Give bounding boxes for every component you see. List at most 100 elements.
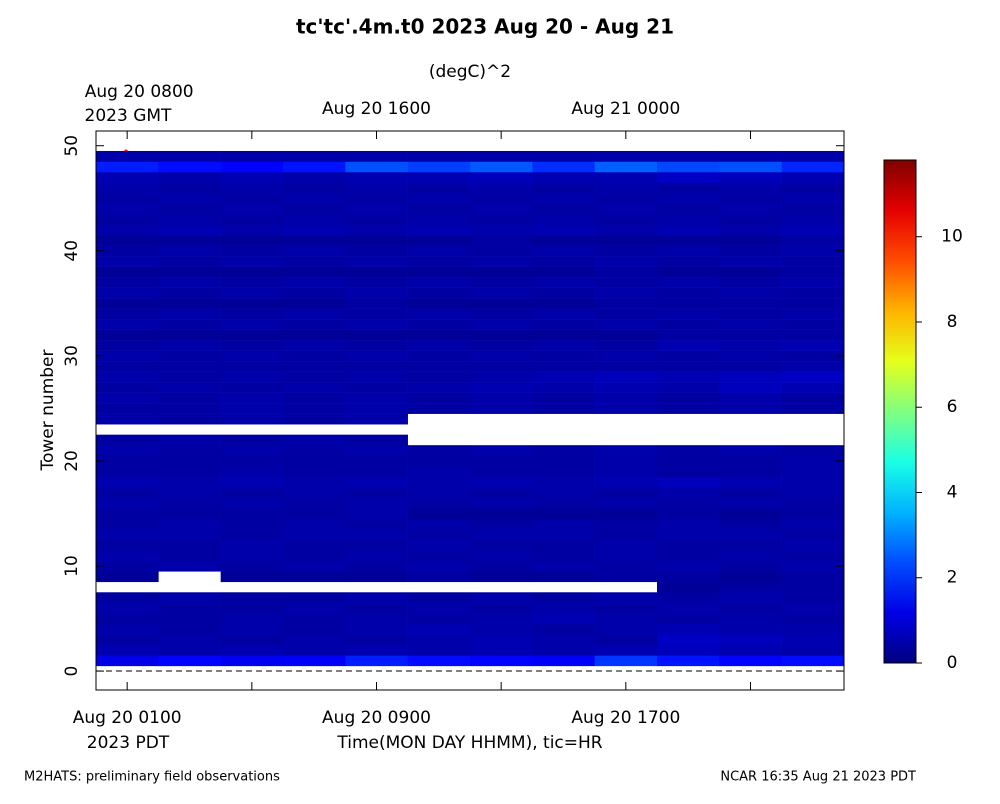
heatmap-cell: [532, 161, 595, 173]
chart-title: tc'tc'.4m.t0 2023 Aug 20 - Aug 21: [296, 15, 674, 39]
heatmap-cell: [96, 245, 159, 257]
heatmap-cell: [345, 150, 408, 162]
heatmap-cell: [594, 529, 658, 541]
heatmap-cell: [220, 256, 284, 267]
heatmap-cell: [470, 182, 533, 194]
heatmap-cell: [470, 277, 533, 288]
heatmap-cell: [781, 455, 845, 467]
heatmap-cell: [220, 466, 284, 477]
heatmap-cell: [220, 245, 284, 257]
heatmap-cell: [158, 613, 221, 625]
heatmap-cell: [158, 592, 221, 604]
heatmap-cell: [345, 445, 408, 456]
heatmap-cell: [283, 623, 346, 635]
heatmap-cell: [158, 508, 221, 520]
heatmap-cell: [220, 623, 284, 635]
heatmap-cell: [532, 192, 595, 204]
heatmap-cell: [283, 161, 346, 173]
heatmap-cell: [719, 182, 782, 194]
heatmap-cell: [407, 655, 471, 667]
heatmap-cell: [657, 476, 720, 488]
heatmap-cell: [345, 497, 408, 509]
heatmap-cell: [96, 382, 159, 393]
heatmap-cell: [345, 256, 408, 267]
heatmap-cell: [345, 371, 408, 383]
heatmap-cell: [594, 382, 658, 393]
heatmap-cell: [719, 235, 782, 246]
heatmap-cell: [220, 329, 284, 341]
heatmap-cell: [283, 203, 346, 215]
heatmap-cell: [96, 634, 159, 646]
heatmap-cell: [719, 560, 782, 572]
heatmap-cell: [158, 350, 221, 362]
heatmap-cell: [781, 550, 845, 562]
heatmap-cell: [719, 455, 782, 467]
heatmap-cell: [657, 182, 720, 194]
heatmap-cell: [781, 171, 845, 183]
heatmap-cell: [657, 245, 720, 257]
heatmap-cell: [594, 592, 658, 604]
heatmap-cell: [719, 487, 782, 499]
heatmap-cell: [532, 623, 595, 635]
footer-right: NCAR 16:35 Aug 21 2023 PDT: [720, 770, 916, 785]
heatmap-cell: [781, 476, 845, 488]
heatmap-cell: [719, 602, 782, 614]
heatmap-cell: [220, 224, 284, 236]
heatmap-cell: [781, 655, 845, 667]
heatmap-cell: [220, 203, 284, 215]
heatmap-cell: [407, 476, 471, 488]
heatmap-cell: [594, 571, 658, 583]
heatmap-cell: [657, 266, 720, 278]
heatmap-cell: [345, 455, 408, 467]
heatmap-cell: [657, 171, 720, 183]
heatmap-cell: [283, 592, 346, 604]
heatmap-cell: [158, 497, 221, 509]
heatmap-cell: [781, 466, 845, 477]
heatmap-cell: [96, 150, 159, 162]
colorbar-tick-label: 0: [947, 653, 958, 673]
heatmap-cell: [532, 235, 595, 246]
heatmap-cell: [657, 277, 720, 288]
heatmap-cell: [781, 508, 845, 520]
heatmap-cell: [283, 245, 346, 257]
heatmap-cell: [407, 192, 471, 204]
heatmap-cell: [407, 266, 471, 278]
heatmap-cell: [407, 150, 471, 162]
heatmap-cell: [345, 602, 408, 614]
heatmap-cell: [719, 192, 782, 204]
heatmap-cell: [220, 476, 284, 488]
heatmap-cell: [283, 256, 346, 267]
heatmap-cell: [96, 224, 159, 236]
heatmap-cell: [781, 256, 845, 267]
heatmap-cell: [220, 214, 284, 225]
heatmap-cell: [532, 445, 595, 456]
heatmap-cell: [781, 623, 845, 635]
heatmap-cell: [781, 245, 845, 257]
heatmap-cell: [594, 340, 658, 351]
heatmap-cell: [470, 224, 533, 236]
heatmap-cell: [719, 550, 782, 562]
heatmap-cell: [657, 466, 720, 477]
heatmap-cell: [781, 445, 845, 456]
heatmap-cell: [96, 466, 159, 477]
heatmap-cell: [719, 203, 782, 215]
heatmap-cell: [657, 161, 720, 173]
heatmap-cell: [283, 350, 346, 362]
heatmap-cell: [532, 634, 595, 646]
heatmap-cell: [96, 350, 159, 362]
heatmap-cell: [96, 361, 159, 372]
heatmap-cell: [345, 655, 408, 667]
heatmap-cell: [220, 550, 284, 562]
heatmap-cell: [719, 171, 782, 183]
heatmap-cell: [220, 634, 284, 646]
heatmap-cell: [96, 203, 159, 215]
heatmap-cell: [220, 382, 284, 393]
heatmap-cell: [532, 403, 595, 414]
heatmap-cell: [220, 455, 284, 467]
heatmap-cell: [220, 518, 284, 530]
heatmap-cell: [158, 214, 221, 225]
heatmap-cell: [719, 392, 782, 404]
heatmap-cell: [719, 329, 782, 341]
heatmap-cell: [158, 392, 221, 404]
heatmap-cell: [657, 655, 720, 667]
